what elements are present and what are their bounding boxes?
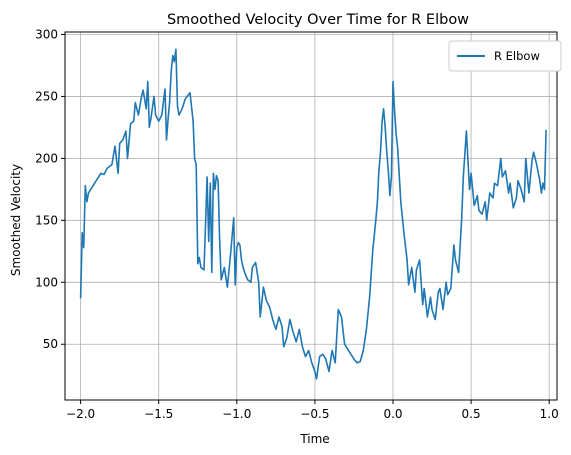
x-tick-label: 0.5 — [462, 407, 481, 421]
x-tick-label: −1.0 — [222, 407, 251, 421]
y-tick-label: 150 — [35, 213, 58, 227]
chart-title: Smoothed Velocity Over Time for R Elbow — [167, 12, 469, 28]
y-tick-label: 50 — [43, 337, 58, 351]
y-axis-label: Smoothed Velocity — [9, 164, 23, 276]
legend-label: R Elbow — [494, 49, 540, 63]
x-tick-label: 0.0 — [383, 407, 402, 421]
x-axis-label: Time — [299, 432, 329, 446]
y-tick-label: 200 — [35, 151, 58, 165]
x-tick-label: −2.0 — [66, 407, 95, 421]
x-tick-label: 1.0 — [540, 407, 559, 421]
y-tick-label: 300 — [35, 27, 58, 41]
y-tick-label: 250 — [35, 89, 58, 103]
legend: R Elbow — [449, 41, 561, 71]
x-tick-label: −1.5 — [144, 407, 173, 421]
y-tick-label: 100 — [35, 275, 58, 289]
x-tick-label: −0.5 — [300, 407, 329, 421]
